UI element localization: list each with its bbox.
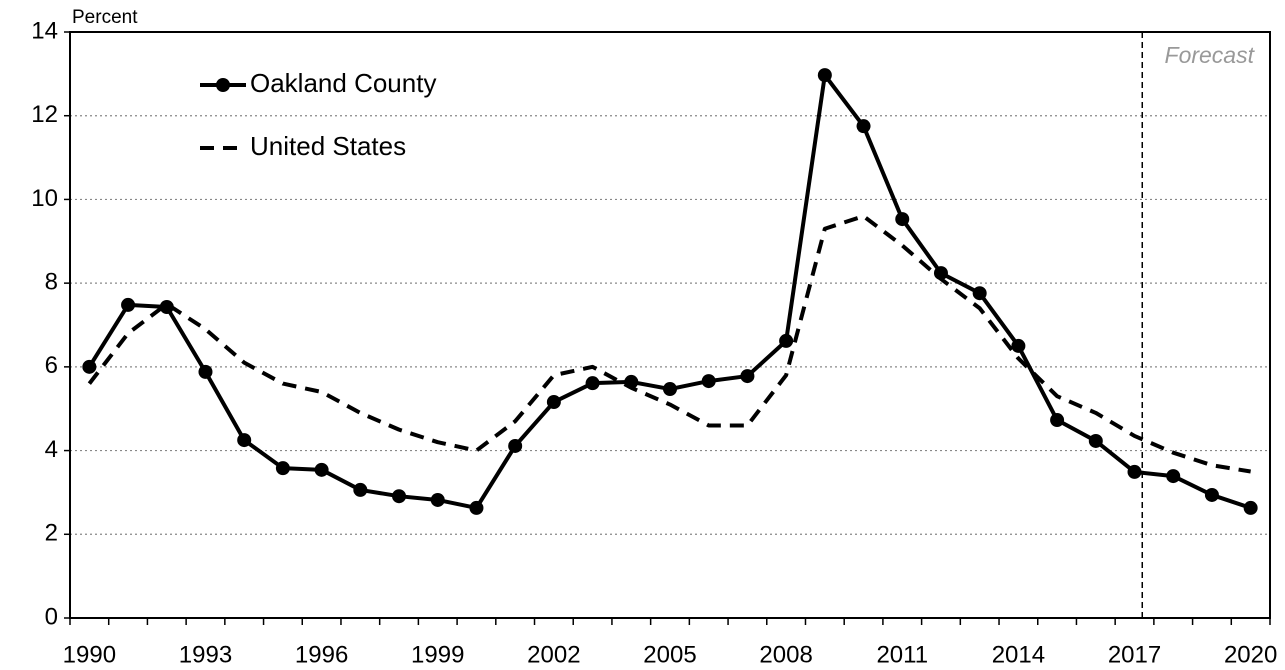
x-tick-label: 2002 [527,641,580,668]
data-point [159,300,174,315]
data-point [663,382,677,397]
x-tick-label: 2011 [876,641,928,668]
data-point [198,364,213,379]
data-point [701,374,716,389]
y-tick-label: 12 [31,101,58,128]
x-tick-label: 2008 [759,641,812,668]
y-tick-label: 2 [45,520,58,547]
data-point [275,461,290,476]
series-line [87,214,1251,474]
y-axis-label: Percent [72,7,138,28]
data-point [895,212,910,227]
data-point [1204,487,1219,502]
y-tick-label: 4 [45,436,58,463]
y-tick-label: 10 [31,185,58,212]
data-point [1088,433,1103,448]
y-tick-label: 0 [45,603,58,630]
legend-label: Oakland County [250,68,436,98]
data-point [392,489,407,504]
legend-marker [216,78,230,92]
data-point [508,438,523,453]
data-point [469,500,484,515]
x-tick-label: 2017 [1108,641,1161,668]
x-tick-label: 1996 [295,641,348,668]
data-point [740,369,755,384]
data-point [1011,338,1026,353]
data-point [1243,500,1258,515]
x-tick-label: 1993 [179,641,232,668]
y-tick-label: 8 [45,268,58,295]
data-point [856,119,871,134]
data-point [1166,469,1181,484]
data-point [1050,413,1065,428]
data-point [546,395,561,410]
data-point [430,492,445,507]
x-tick-label: 1990 [63,641,116,668]
x-tick-label: 2005 [643,641,696,668]
data-point [779,333,794,348]
forecast-label: Forecast [1165,42,1256,68]
plot-frame [69,31,1271,619]
x-tick-label: 2020 [1224,641,1277,668]
x-tick-label: 2014 [992,641,1045,668]
data-point [817,68,832,83]
data-point [353,482,368,497]
data-point [972,286,987,301]
data-point [82,359,97,374]
data-point [237,433,252,448]
y-tick-label: 14 [31,17,58,44]
data-point [585,376,600,391]
y-tick-label: 6 [45,352,58,379]
x-tick-label: 1999 [411,641,464,668]
data-point [314,462,329,477]
data-point [121,297,136,312]
legend-label: United States [250,131,406,161]
data-point [1127,464,1142,479]
